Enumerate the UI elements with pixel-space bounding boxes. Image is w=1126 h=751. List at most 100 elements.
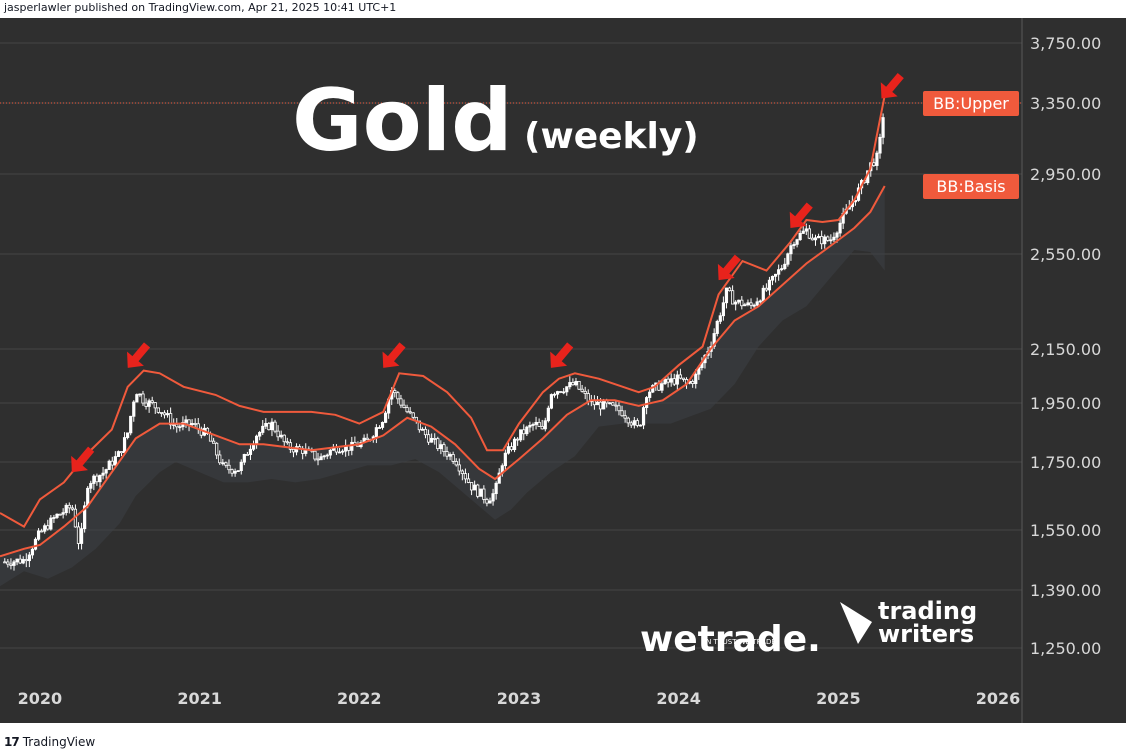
candle-body xyxy=(264,423,268,427)
candle-body xyxy=(780,268,784,271)
candle-body xyxy=(875,152,879,166)
candle-body xyxy=(76,526,81,544)
candle-body xyxy=(592,400,597,406)
chart-svg: Gold (weekly) 3,750.00 3,350.00 2,950.00 2,… xyxy=(0,18,1101,723)
candle-body xyxy=(95,475,99,483)
candle-body xyxy=(365,437,369,441)
arrow-icon xyxy=(789,202,813,228)
candle-body xyxy=(457,464,461,472)
candle-body xyxy=(70,507,74,510)
candle-body xyxy=(79,528,84,544)
candle-body xyxy=(165,413,170,416)
candle-body xyxy=(138,393,142,396)
candle-body xyxy=(531,424,535,426)
candle-body xyxy=(632,420,636,426)
candle-body xyxy=(635,420,639,426)
candle-body xyxy=(473,484,477,491)
candle-body xyxy=(55,513,59,518)
candle-body xyxy=(820,236,824,245)
arrow-markers xyxy=(71,72,904,473)
candle-body xyxy=(239,461,243,471)
candle-body xyxy=(823,236,827,245)
y-tick-label: 1,390.00 xyxy=(1030,581,1101,600)
candle-body xyxy=(746,302,750,306)
candle-body xyxy=(602,400,606,410)
candle-body xyxy=(755,301,759,306)
arrow-icon xyxy=(880,72,904,99)
candle-body xyxy=(147,400,151,407)
candle-body xyxy=(107,460,111,470)
candle-body xyxy=(337,451,342,454)
candle-body xyxy=(119,451,124,454)
candle-body xyxy=(540,426,544,430)
candle-body xyxy=(233,471,237,474)
arrow-icon xyxy=(717,254,741,281)
candles xyxy=(3,113,885,571)
candle-body xyxy=(669,378,673,383)
candle-body xyxy=(426,434,431,443)
candle-body xyxy=(810,237,815,241)
trading-writers-line2: writers xyxy=(878,620,974,648)
candle-body xyxy=(773,273,778,277)
candle-body xyxy=(319,456,323,461)
candle-body xyxy=(33,538,38,550)
x-tick-label: 2021 xyxy=(177,689,222,708)
candle-body xyxy=(328,449,332,456)
candle-body xyxy=(92,475,96,484)
candle-body xyxy=(614,404,618,407)
candle-body xyxy=(436,438,440,450)
candle-body xyxy=(666,378,670,383)
candle-body xyxy=(528,424,532,428)
chart-area[interactable]: Gold (weekly) 3,750.00 3,350.00 2,950.00 2,… xyxy=(0,18,1126,723)
arrow-icon xyxy=(127,342,151,368)
candle-body xyxy=(454,461,458,466)
arrow-icon xyxy=(550,342,574,368)
candle-body xyxy=(411,412,415,418)
candle-body xyxy=(101,472,105,476)
candle-body xyxy=(641,407,646,426)
wetrade-wordmark: wetrade. xyxy=(640,619,821,660)
arrow-marker xyxy=(550,342,574,368)
candle-body xyxy=(273,421,277,432)
candle-body xyxy=(279,434,283,438)
tradingview-footer[interactable]: 17 TradingView xyxy=(4,734,95,750)
candle-body xyxy=(236,470,240,472)
candle-body xyxy=(156,407,160,413)
candle-body xyxy=(122,437,127,454)
candle-body xyxy=(15,558,19,563)
candle-body xyxy=(691,381,695,384)
candle-body xyxy=(153,402,157,409)
candle-body xyxy=(224,462,228,466)
candle-body xyxy=(534,421,538,425)
candle-body xyxy=(276,430,280,438)
candle-body xyxy=(792,243,796,247)
candle-body xyxy=(420,428,425,431)
candle-body xyxy=(110,460,114,466)
candle-body xyxy=(313,450,317,460)
bollinger-band-fill xyxy=(0,186,885,587)
candle-body xyxy=(159,412,164,414)
candle-body xyxy=(813,237,818,241)
trading-writers-logo: trading writers xyxy=(840,597,977,648)
candle-body xyxy=(43,525,47,532)
candle-body xyxy=(522,429,526,435)
candle-body xyxy=(86,487,90,507)
candle-body xyxy=(721,302,725,317)
candle-body xyxy=(469,482,474,491)
candle-body xyxy=(187,419,191,426)
candle-body xyxy=(445,451,449,457)
candle-body xyxy=(623,415,627,419)
candle-body xyxy=(660,383,664,391)
tradingview-logo-icon: 17 xyxy=(4,735,20,749)
candle-body xyxy=(568,382,572,388)
candle-body xyxy=(595,401,600,406)
candle-body xyxy=(718,315,722,322)
candle-body xyxy=(383,412,388,423)
candle-body xyxy=(230,469,234,474)
arrow-marker xyxy=(382,342,406,368)
candle-body xyxy=(611,402,615,406)
arrow-marker xyxy=(789,202,813,228)
candle-body xyxy=(215,442,219,456)
candle-body xyxy=(267,423,271,431)
candle-body xyxy=(829,239,833,242)
